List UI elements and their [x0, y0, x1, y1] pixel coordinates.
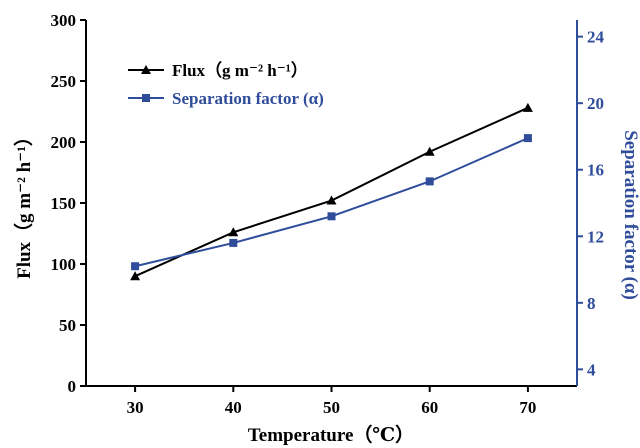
left-y-tick-label: 50: [59, 316, 76, 335]
separation-factor-point: [131, 262, 140, 271]
left-y-tick-label: 0: [68, 377, 77, 396]
separation-factor-point: [425, 177, 434, 186]
flux-point: [228, 227, 239, 237]
right-y-tick-label: 20: [587, 94, 604, 113]
x-tick-label: 30: [127, 398, 144, 417]
right-y-tick-label: 4: [587, 360, 596, 379]
legend-flux-label: Flux（g m⁻² h⁻¹）: [172, 60, 308, 80]
x-tick-label: 60: [421, 398, 438, 417]
x-tick-label: 70: [519, 398, 536, 417]
legend-flux-marker: [141, 65, 151, 74]
flux-point: [130, 271, 141, 281]
left-y-tick-label: 100: [51, 255, 77, 274]
x-ticks: 30 40 50 60 70: [127, 386, 536, 417]
x-tick-label: 50: [323, 398, 340, 417]
right-y-axis-title: Separation factor (α): [620, 130, 640, 300]
right-y-tick-label: 24: [587, 28, 605, 47]
left-y-tick-label: 150: [51, 194, 77, 213]
right-y-tick-label: 12: [587, 227, 604, 246]
separation-factor-point: [523, 134, 532, 143]
series-layer: [130, 102, 533, 281]
left-y-tick-label: 300: [51, 11, 77, 30]
separation-factor-point: [327, 212, 336, 221]
flux-point: [326, 195, 337, 205]
legend: Flux（g m⁻² h⁻¹） Separation factor (α): [128, 60, 324, 108]
legend-separation-label: Separation factor (α): [172, 89, 324, 108]
right-y-tick-label: 16: [587, 161, 604, 180]
right-y-tick-label: 8: [587, 294, 596, 313]
x-tick-label: 40: [225, 398, 242, 417]
left-y-tick-label: 200: [51, 133, 77, 152]
x-axis-title: Temperature（℃）: [248, 423, 414, 446]
flux-point: [522, 102, 533, 112]
flux-point: [424, 146, 435, 156]
left-y-axis-title: Flux（g m⁻² h⁻¹）: [12, 127, 35, 279]
left-y-tick-label: 250: [51, 72, 77, 91]
left-y-ticks: 0 50 100 150 200 250 300: [51, 11, 86, 396]
flux-series-line: [134, 106, 529, 278]
legend-separation-marker: [142, 94, 150, 102]
separation-factor-point: [229, 238, 238, 247]
right-y-ticks: 4 8 12 16 20 24: [577, 28, 605, 379]
